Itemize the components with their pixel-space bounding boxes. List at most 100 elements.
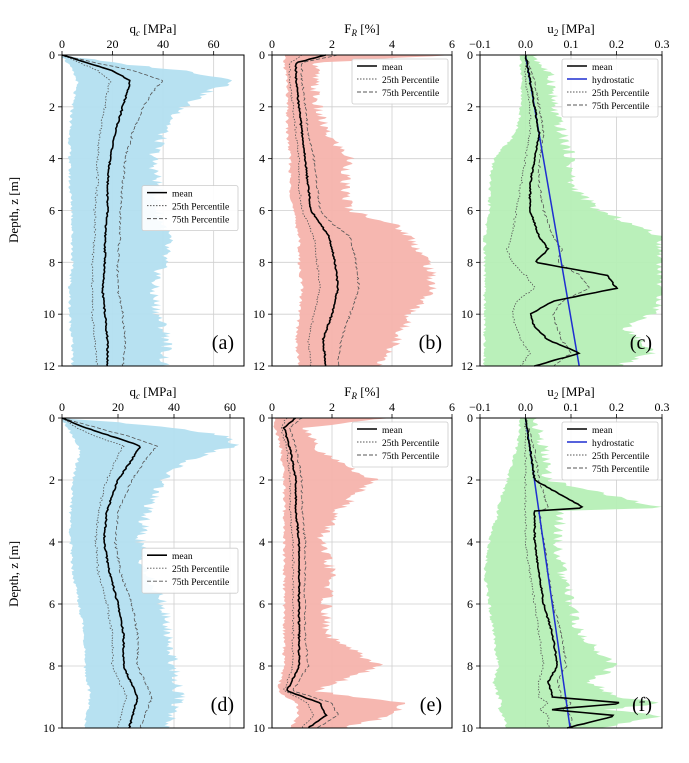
y-tick-label: 12: [43, 359, 55, 373]
mean-line: [61, 417, 141, 729]
legend-label: 25th Percentile: [172, 565, 229, 575]
legend: mean hydrostatic 25th Percentile 75th Perce…: [561, 421, 659, 481]
axis-title: FR [%]: [344, 21, 379, 38]
legend-label: mean: [592, 63, 613, 73]
y-tick-label: 8: [49, 659, 55, 673]
panel-e: 0 2 4 6 0 2 4 6 8 10 FR [%] (e) mean 25th Percentile 7…: [253, 384, 455, 735]
legend-label: 25th Percentile: [592, 452, 649, 462]
y-tick-label: 10: [461, 307, 473, 321]
y-tick-label: 12: [461, 359, 473, 373]
axis-title-unit: [%]: [357, 21, 380, 36]
legend-label: 75th Percentile: [592, 465, 649, 475]
y-tick-label: 6: [467, 597, 473, 611]
p75-line: [525, 417, 573, 729]
panel-label: (e): [420, 694, 442, 716]
x-tick-label: 2: [329, 37, 335, 51]
legend-label: hydrostatic: [592, 76, 634, 86]
y-tick-label: 6: [259, 204, 265, 218]
y-tick-label: 4: [259, 152, 265, 166]
y-tick-label: 4: [49, 535, 55, 549]
axis-title-main: q: [130, 384, 137, 399]
y-tick-label: 4: [259, 535, 265, 549]
y-tick-label: 10: [253, 721, 265, 735]
axes-frame: [61, 417, 245, 729]
y-tick-label: 12: [253, 359, 265, 373]
panel-label: (d): [211, 694, 234, 716]
range-band: [483, 418, 662, 728]
x-tick-label: 0.0: [518, 37, 533, 51]
mean-line: [61, 54, 131, 367]
p75-line: [300, 54, 361, 367]
x-tick-label: −0.1: [469, 37, 491, 51]
x-tick-label: 0: [59, 37, 65, 51]
y-tick-label: 8: [259, 659, 265, 673]
panel-b: 0 2 4 6 0 2 4 6 8 10 12 FR [%] (b) mean 25th Percentil…: [253, 21, 455, 373]
y-tick-label: 0: [259, 48, 265, 62]
axes-frame: [271, 417, 453, 729]
y-tick-label: 4: [49, 152, 55, 166]
y-tick-label: 6: [259, 597, 265, 611]
axis-title: u2 [MPa]: [547, 384, 594, 401]
y-tick-label: 8: [49, 255, 55, 269]
y-tick-label: 2: [49, 473, 55, 487]
p25-line: [288, 54, 322, 367]
y-tick-label: 6: [49, 204, 55, 218]
x-tick-label: 0.1: [564, 37, 579, 51]
legend: mean 25th Percentile 75th Percentile: [351, 421, 449, 468]
x-tick-label: −0.1: [469, 400, 491, 414]
y-tick-label: 0: [467, 411, 473, 425]
p25-line: [280, 417, 315, 729]
y-tick-label: 4: [467, 152, 473, 166]
x-tick-label: 0.2: [609, 400, 624, 414]
y-axis-label-top: Depth, z [m]: [6, 177, 21, 243]
axis-title-sub: 2: [554, 391, 559, 401]
legend: mean 25th Percentile 75th Percentile: [141, 547, 239, 594]
x-tick-label: 0.3: [655, 400, 670, 414]
legend-box: [141, 547, 239, 594]
axis-title-sub: 2: [554, 28, 559, 38]
y-tick-label: 2: [467, 100, 473, 114]
axis-title-main: F: [344, 21, 351, 36]
x-tick-label: 0: [269, 37, 275, 51]
axis-title-unit: [MPa]: [558, 21, 594, 36]
x-tick-label: 0.0: [518, 400, 533, 414]
y-tick-label: 10: [43, 721, 55, 735]
p75-line: [288, 417, 339, 729]
axis-title-unit: [MPa]: [558, 384, 594, 399]
axis-title-main: u: [547, 384, 554, 399]
p75-line: [62, 54, 163, 367]
legend-label: 75th Percentile: [592, 102, 649, 112]
axis-title-unit: [MPa]: [140, 384, 176, 399]
axis-title-unit: [%]: [357, 384, 380, 399]
mean-line: [524, 417, 620, 729]
legend-label: 25th Percentile: [382, 76, 439, 86]
y-tick-label: 6: [49, 597, 55, 611]
x-tick-label: 0: [59, 400, 65, 414]
axis-title-main: F: [344, 384, 351, 399]
p25-line: [61, 54, 112, 367]
y-tick-label: 2: [259, 473, 265, 487]
legend-label: 75th Percentile: [172, 578, 229, 588]
legend: mean 25th Percentile 75th Percentile: [141, 185, 239, 232]
y-tick-label: 8: [467, 659, 473, 673]
legend: mean hydrostatic 25th Percentile 75th Perce…: [561, 58, 659, 118]
legend-box: [351, 58, 449, 105]
x-tick-label: 6: [449, 37, 455, 51]
y-tick-label: 2: [467, 473, 473, 487]
axis-title: qc [MPa]: [130, 21, 177, 38]
y-tick-label: 10: [253, 307, 265, 321]
p25-line: [506, 54, 536, 367]
legend-label: mean: [172, 190, 193, 200]
axis-title-unit: [MPa]: [140, 21, 176, 36]
range-band: [62, 418, 240, 728]
x-tick-label: 60: [224, 400, 236, 414]
legend-label: 25th Percentile: [382, 439, 439, 449]
legend-label: 75th Percentile: [382, 452, 439, 462]
x-tick-label: 6: [449, 400, 455, 414]
panel-label: (f): [632, 694, 652, 716]
y-tick-label: 0: [49, 48, 55, 62]
panel-a: 0 20 40 60 0 2 4 6 8 10 12 qc [MPa] (a) mean 25th Perc…: [43, 21, 245, 373]
